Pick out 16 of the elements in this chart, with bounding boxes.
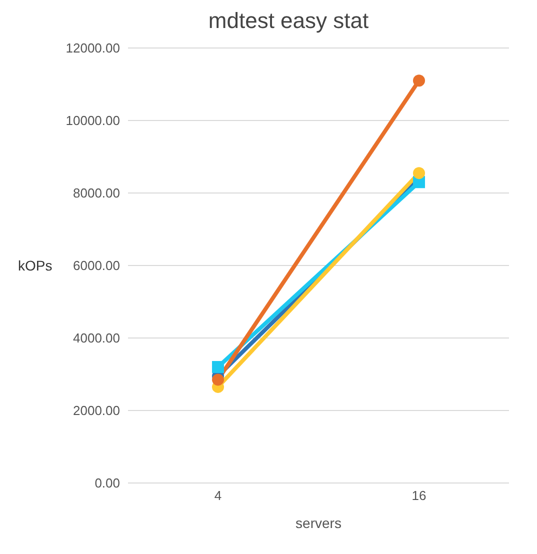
y-tick-label: 8000.00 <box>73 186 120 201</box>
point <box>212 361 224 373</box>
point <box>212 374 224 386</box>
y-tick-label: 10000.00 <box>66 113 120 128</box>
x-tick-label: 4 <box>214 488 222 504</box>
point <box>413 74 425 87</box>
chart-title: mdtest easy stat <box>207 8 370 34</box>
y-axis-title: kOPs <box>18 257 52 274</box>
y-tick-label: 4000.00 <box>73 330 120 346</box>
x-tick-label: 16 <box>412 488 426 504</box>
y-tick-label: 2000.00 <box>73 403 120 418</box>
point <box>413 167 425 180</box>
y-tick-label: 6000.00 <box>73 258 120 274</box>
y-tick-label: 12000.00 <box>66 40 120 56</box>
y-tick-label: 0.00 <box>94 476 120 491</box>
x-axis-title: servers <box>296 515 342 531</box>
